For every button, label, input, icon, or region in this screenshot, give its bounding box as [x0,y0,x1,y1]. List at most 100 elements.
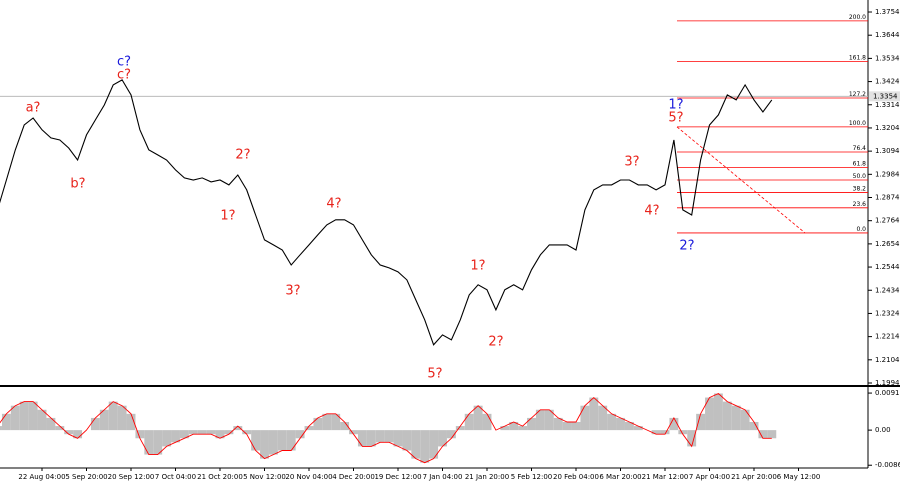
oscillator-bar [215,430,225,439]
oscillator-bar [740,409,750,431]
oscillator-bar [277,430,287,451]
y-tick-label: 1.2874 [875,194,900,202]
oscillator-bar [544,409,554,431]
oscillator-bar [446,430,456,439]
wave-label: 5? [427,367,442,382]
oscillator-bar [331,413,341,431]
y-tick-label: -0.00862 [875,461,900,469]
oscillator-bar [171,430,180,443]
current-price-box [869,91,900,102]
fib-label: 100.0 [849,120,866,127]
y-tick-label: 1.2434 [875,286,900,294]
oscillator-bar [411,430,421,459]
fib-label: 61.8 [853,160,867,167]
oscillator-bar [340,421,350,431]
oscillator-bar [678,430,688,435]
wave-label: 3? [285,284,300,299]
oscillator-bar [696,413,706,431]
oscillator-bar [268,430,278,455]
wave-label: a? [26,101,41,116]
fib-label: 50.0 [853,173,867,180]
y-tick-label: 1.2984 [875,170,900,178]
oscillator-bar [589,397,599,431]
oscillator-bar [197,430,207,435]
oscillator-bar [1,413,11,431]
oscillator-bar [384,430,394,443]
oscillator-bar [366,430,376,447]
oscillator-bar [108,401,118,431]
y-tick-label: 1.3754 [875,8,900,16]
oscillator-bar [313,417,323,431]
oscillator-bar [28,401,38,431]
oscillator-bar [669,417,679,431]
oscillator-bar [357,430,367,447]
oscillator-bar [749,421,759,431]
x-tick-label: 4 Dec 20:00 [332,473,375,481]
y-tick-label: 1.3094 [875,147,900,155]
oscillator-bar [251,430,261,451]
x-tick-label: 22 Aug 04:00 [18,473,65,481]
oscillator-bar [687,430,697,447]
oscillator-bar [37,409,47,431]
x-tick-label: 7 Jan 04:00 [423,473,463,481]
oscillator-bar [286,430,296,451]
oscillator-bar [90,417,100,431]
fib-label: 38.2 [853,185,867,192]
oscillator-bar [260,430,269,459]
oscillator-bar [73,430,83,439]
x-tick-label: 20 Sep 12:00 [108,473,155,481]
x-tick-label: 6 Mar 20:00 [599,473,641,481]
x-tick-label: 20 Feb 04:00 [553,473,599,481]
oscillator-bar [624,421,634,431]
oscillator-bar [304,426,314,431]
oscillator-bar [464,413,474,431]
wave-label: c? [117,55,131,70]
y-tick-label: 1.3534 [875,54,900,62]
y-tick-label: 1.3204 [875,124,900,132]
oscillator-bar [571,421,581,431]
wave-label: 2? [679,239,694,254]
price-line [0,79,773,346]
wave-label: 3? [624,155,639,170]
oscillator-bar [64,430,74,435]
y-tick-label: 1.2104 [875,356,900,364]
oscillator-bar [99,409,109,431]
x-tick-label: 21 Mar 12:00 [642,473,689,481]
oscillator-bar [482,413,492,431]
oscillator-bar [429,430,439,459]
oscillator-bar [10,405,20,431]
oscillator-bar [527,417,536,431]
oscillator-bar [322,413,332,431]
y-tick-label: 1.3314 [875,101,900,109]
y-tick-label: 0.0091 [875,389,900,397]
oscillator-bar [420,430,430,463]
y-tick-label: 1.3424 [875,78,900,86]
oscillator-bar [46,417,56,431]
fib-label: 0.0 [856,226,866,233]
oscillator-bar [731,405,741,431]
wave-label: 5? [668,111,683,126]
oscillator-bar [144,430,154,455]
fib-label: 23.6 [853,201,867,208]
x-tick-label: 7 Oct 04:00 [155,473,196,481]
oscillator-bar [295,430,305,439]
oscillator-bar [722,401,732,431]
x-tick-label: 5 Sep 20:00 [65,473,107,481]
fib-label: 200.0 [849,14,866,21]
y-tick-label: 0.00 [875,426,891,434]
x-tick-label: 19 Dec 12:00 [374,473,421,481]
y-tick-label: 1.2324 [875,309,900,317]
oscillator-bar [455,426,465,431]
y-tick-label: 1.3644 [875,31,900,39]
wave-label: 2? [488,335,503,350]
oscillator-bar [349,430,358,435]
oscillator-line [0,392,772,464]
wave-label: b? [70,177,85,192]
oscillator-bar [598,405,608,431]
oscillator-bar [705,397,714,431]
oscillator-bar [562,421,572,431]
oscillator-bar [633,426,643,431]
oscillator-bar [713,393,723,431]
oscillator-bar [233,426,243,431]
oscillator-bar [117,405,127,431]
